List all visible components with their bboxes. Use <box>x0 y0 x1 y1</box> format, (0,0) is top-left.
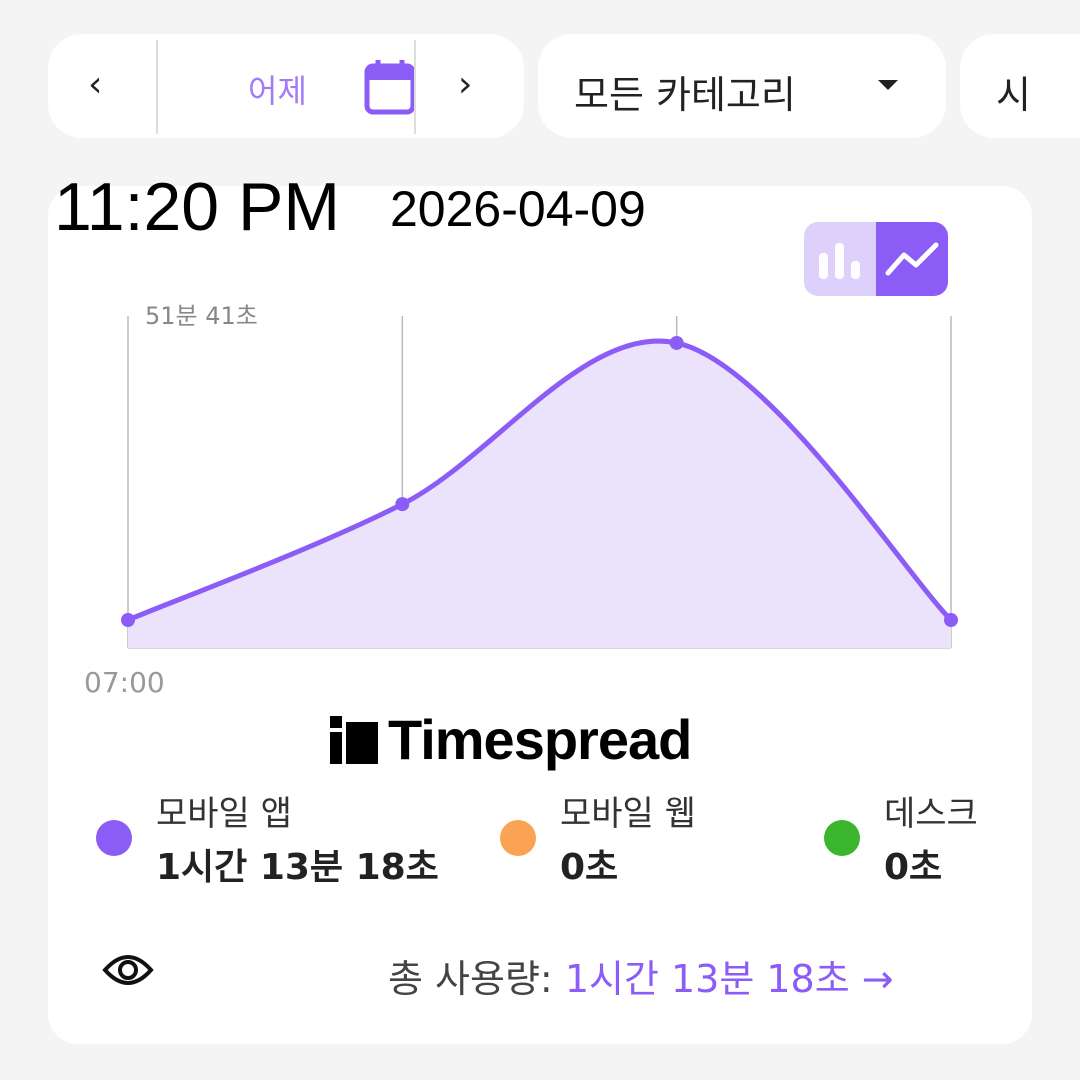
legend-dot <box>96 820 132 856</box>
calendar-icon[interactable] <box>364 58 416 116</box>
prev-day-button[interactable]: ‹ <box>88 64 103 105</box>
overlay-time: 11:20 PM <box>54 169 341 245</box>
watermark-text: Timespread <box>388 708 692 771</box>
total-label: 총 사용량: <box>388 957 565 1001</box>
eye-icon[interactable] <box>102 948 154 992</box>
y-max-label: 51분 41초 <box>145 302 258 330</box>
overlay-date: 2026-04-09 <box>390 181 646 237</box>
area-fill <box>128 341 951 648</box>
legend-value: 0초 <box>560 847 619 888</box>
chart-view-toggle[interactable] <box>804 222 948 296</box>
category-dropdown[interactable]: 모든 카테고리 <box>538 34 946 138</box>
divider <box>414 40 416 134</box>
date-label[interactable]: 어제 <box>248 72 307 110</box>
next-day-button[interactable]: › <box>458 64 473 105</box>
legend-name: 모바일 웹 <box>560 794 696 834</box>
data-point <box>944 613 958 627</box>
usage-card: 51분 41초 07:00 모바일 앱 1시간 13분 18초 모바일 웹 0초… <box>48 186 1032 1044</box>
total-value: 1시간 13분 18초 <box>564 957 850 1001</box>
date-navigator: ‹ 어제 › <box>48 34 524 138</box>
legend-value: 0초 <box>884 847 943 888</box>
data-point <box>121 613 135 627</box>
data-point <box>395 497 410 512</box>
arrow-right-icon: → <box>861 957 894 1001</box>
total-usage-link[interactable]: 총 사용량: 1시간 13분 18초 → <box>388 948 894 1003</box>
filter-label: 시 <box>996 73 1031 117</box>
category-selected: 모든 카테고리 <box>574 73 796 117</box>
caret-down-icon <box>878 80 898 90</box>
line-chart-view-button[interactable] <box>876 222 948 296</box>
bar-chart-view-button[interactable] <box>804 222 876 296</box>
line-chart-icon <box>885 242 939 276</box>
legend-name: 데스크 <box>884 794 978 834</box>
data-point <box>669 335 684 350</box>
logo-icon <box>330 716 378 764</box>
legend-dot <box>500 820 536 856</box>
legend-dot <box>824 820 860 856</box>
bar-chart-icon <box>819 243 860 279</box>
x-tick-label: 07:00 <box>84 666 165 699</box>
usage-chart: 51분 41초 07:00 <box>84 302 958 699</box>
legend-value: 1시간 13분 18초 <box>156 847 439 888</box>
watermark-logo: Timespread <box>330 708 692 772</box>
legend-name: 모바일 앱 <box>156 794 292 834</box>
series-line <box>127 338 953 623</box>
divider <box>156 40 158 134</box>
filter-dropdown[interactable]: 시 <box>960 34 1080 138</box>
